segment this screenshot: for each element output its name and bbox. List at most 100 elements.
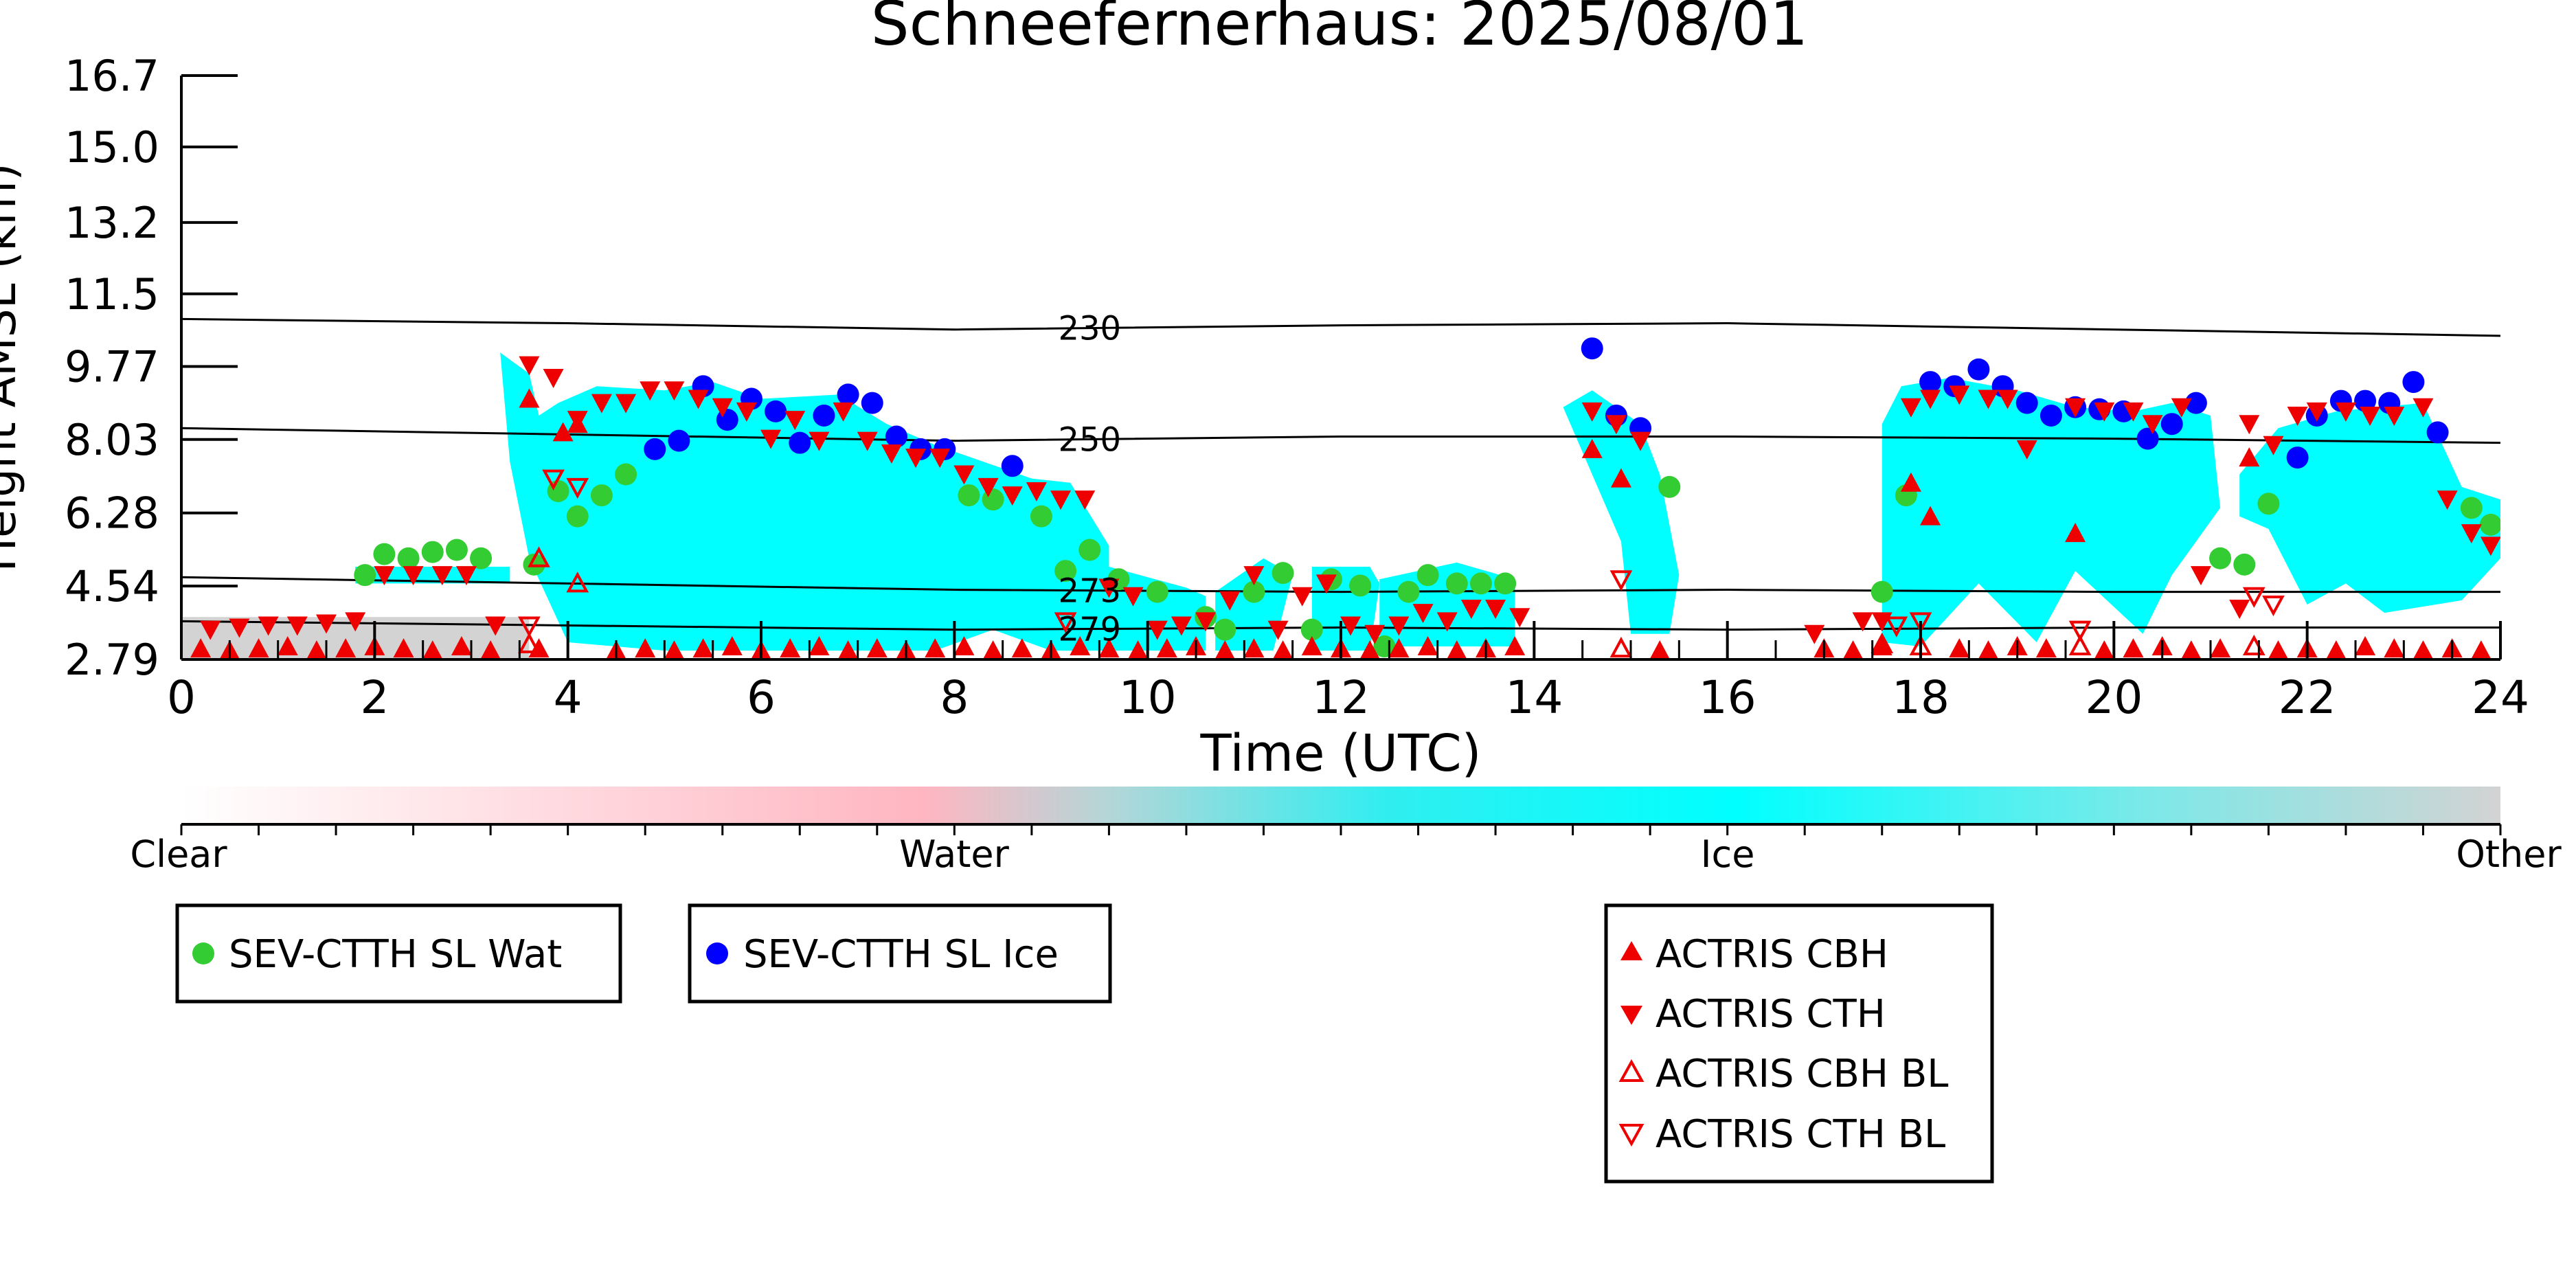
actris-cbh-point-66 bbox=[2268, 640, 2289, 659]
y-tick-label-2: 6.28 bbox=[65, 488, 159, 539]
sev-ctth-sl-ice-point-22 bbox=[2040, 404, 2062, 427]
sev-ctth-sl-wat-point-14 bbox=[1054, 560, 1077, 583]
actris-cth-point-44 bbox=[1315, 574, 1337, 594]
sev-ctth-sl-wat-point-4 bbox=[445, 539, 468, 561]
sev-ctth-sl-wat-point-26 bbox=[1397, 580, 1420, 603]
sev-ctth-sl-ice-point-34 bbox=[2402, 371, 2425, 394]
actris-cth-point-25 bbox=[857, 431, 878, 451]
actris-cth-point-46 bbox=[1364, 624, 1386, 644]
sev-ctth-sl-wat-point-0 bbox=[354, 564, 376, 587]
sev-ctth-sl-wat-point-19 bbox=[1214, 618, 1236, 641]
actris-cbh-point-19 bbox=[721, 636, 743, 656]
actris-cbh-point-22 bbox=[809, 636, 830, 656]
sev-ctth-sl-wat-point-34 bbox=[2209, 547, 2232, 569]
actris-cth-point-74 bbox=[2287, 406, 2308, 426]
actris-cth-point-76 bbox=[2335, 402, 2356, 422]
sev-ctth-sl-ice-point-26 bbox=[2136, 427, 2159, 450]
actris-cth-point-10 bbox=[485, 616, 506, 636]
actris-cth-point-1 bbox=[229, 618, 250, 638]
actris-cbh-point-3 bbox=[277, 636, 298, 656]
actris-cth-point-18 bbox=[688, 389, 709, 409]
x-tick-label-10: 20 bbox=[2085, 671, 2143, 724]
actris-cth-point-29 bbox=[953, 465, 975, 485]
legend-ice-frame bbox=[688, 903, 1112, 1004]
sev-ctth-sl-wat-point-2 bbox=[397, 547, 420, 569]
actris-cth-point-3 bbox=[286, 616, 308, 636]
actris-cbh-point-41 bbox=[1359, 640, 1381, 659]
actris-cth-point-13 bbox=[567, 411, 588, 431]
actris-cbh-point-0 bbox=[190, 638, 212, 658]
actris-cth-point-8 bbox=[431, 566, 453, 586]
sev-ctth-sl-wat-point-36 bbox=[2257, 493, 2280, 515]
sev-ctth-sl-ice-point-19 bbox=[1967, 358, 1990, 381]
sev-ctth-sl-ice-point-6 bbox=[789, 431, 811, 454]
actris-cbh-point-37 bbox=[1243, 638, 1265, 658]
sev-ctth-sl-wat-point-10 bbox=[615, 463, 637, 486]
actris-cth-point-36 bbox=[1122, 587, 1144, 607]
actris-cth-bl-point-5 bbox=[1885, 616, 1908, 637]
sev-ctth-sl-wat-point-28 bbox=[1445, 572, 1468, 595]
sev-ctth-sl-wat-point-13 bbox=[1030, 505, 1052, 528]
y-axis-label: Height AMSL (km) bbox=[0, 163, 26, 572]
actris-cth-point-56 bbox=[1804, 624, 1825, 644]
actris-cbh-point-64 bbox=[2210, 638, 2231, 658]
colorbar-label-other: Other bbox=[2456, 833, 2562, 876]
sev-ctth-sl-ice-point-7 bbox=[813, 404, 835, 427]
y-ticks: 2.79 4.54 6.28 8.03 9.77 11.5 13.2 15.0 16.7 bbox=[65, 51, 238, 685]
actris-cth-point-5 bbox=[345, 612, 366, 632]
sev-ctth-sl-wat-point-22 bbox=[1300, 618, 1323, 641]
sev-ctth-sl-ice-point-9 bbox=[861, 392, 883, 414]
actris-cbh-point-31 bbox=[1070, 636, 1091, 656]
actris-cth-point-32 bbox=[1026, 482, 1047, 501]
y-tick-label-5: 11.5 bbox=[65, 269, 159, 319]
y-tick-label-8: 16.7 bbox=[65, 51, 159, 101]
actris-cth-point-16 bbox=[640, 381, 661, 401]
x-tick-label-0: 0 bbox=[167, 671, 196, 724]
isotherm-label-250: 250 bbox=[1058, 420, 1121, 459]
colorbar-ticks bbox=[180, 824, 2502, 835]
sev-ctth-sl-wat-point-27 bbox=[1416, 564, 1439, 587]
actris-cbh-point-18 bbox=[692, 638, 714, 658]
isotherm-label-279: 279 bbox=[1058, 611, 1121, 649]
colorbar: Clear Water Ice Other bbox=[130, 787, 2562, 876]
actris-cbh-point-10 bbox=[480, 640, 501, 659]
sev-ctth-sl-ice-point-28 bbox=[2184, 392, 2207, 414]
actris-cbh-point-23 bbox=[837, 640, 859, 659]
x-axis-label: Time (UTC) bbox=[1199, 724, 1481, 783]
actris-cth-point-23 bbox=[809, 431, 830, 451]
actris-cth-point-7 bbox=[403, 566, 424, 586]
isotherm-230 bbox=[181, 317, 2500, 337]
sev-ctth-sl-ice-point-5 bbox=[765, 400, 787, 422]
actris-cth-point-71 bbox=[2229, 600, 2250, 620]
actris-cbh-bl-point-6 bbox=[2068, 634, 2092, 656]
actris-cbh-point-17 bbox=[664, 640, 685, 659]
actris-cth-point-38 bbox=[1171, 616, 1192, 636]
sev-ctth-sl-wat-point-17 bbox=[1146, 580, 1168, 603]
isotherm-273 bbox=[181, 576, 2500, 594]
y-tick-label-7: 15.0 bbox=[65, 122, 159, 172]
actris-cth-point-30 bbox=[978, 477, 999, 497]
legend-actris: ACTRIS CBH ACTRIS CTH ACTRIS CBH BL ACTR… bbox=[1604, 903, 1994, 1184]
legend-actris-frame bbox=[1604, 903, 1994, 1184]
x-ticks: 0 2 4 6 8 10 12 14 16 18 20 22 24 bbox=[167, 621, 2529, 724]
cloud-mask-regions bbox=[181, 352, 2500, 659]
actris-cbh-point-51 bbox=[1842, 640, 1864, 659]
actris-cth-point-65 bbox=[2065, 398, 2086, 418]
actris-cth-point-9 bbox=[455, 566, 477, 586]
actris-cbh-point-42 bbox=[1388, 638, 1410, 658]
actris-cth-point-22 bbox=[784, 411, 806, 431]
actris-cth-point-61 bbox=[1949, 385, 1970, 405]
actris-cth-point-4 bbox=[316, 614, 337, 634]
ice-cloud-region-0 bbox=[500, 352, 1109, 651]
sev-ctth-sl-wat-point-32 bbox=[1871, 580, 1893, 603]
actris-cbh-bl-point-3 bbox=[1609, 636, 1633, 658]
sev-ctth-sl-ice-point-13 bbox=[1001, 455, 1024, 477]
actris-cbh-point-9 bbox=[451, 636, 472, 656]
actris-cbh-point-8 bbox=[422, 640, 443, 659]
x-tick-label-8: 16 bbox=[1699, 671, 1756, 724]
actris-cth-bl-point-0 bbox=[518, 616, 541, 637]
actris-cbh-point-58 bbox=[2035, 638, 2057, 658]
sev-ctth-sl-wat-point-3 bbox=[421, 541, 444, 563]
